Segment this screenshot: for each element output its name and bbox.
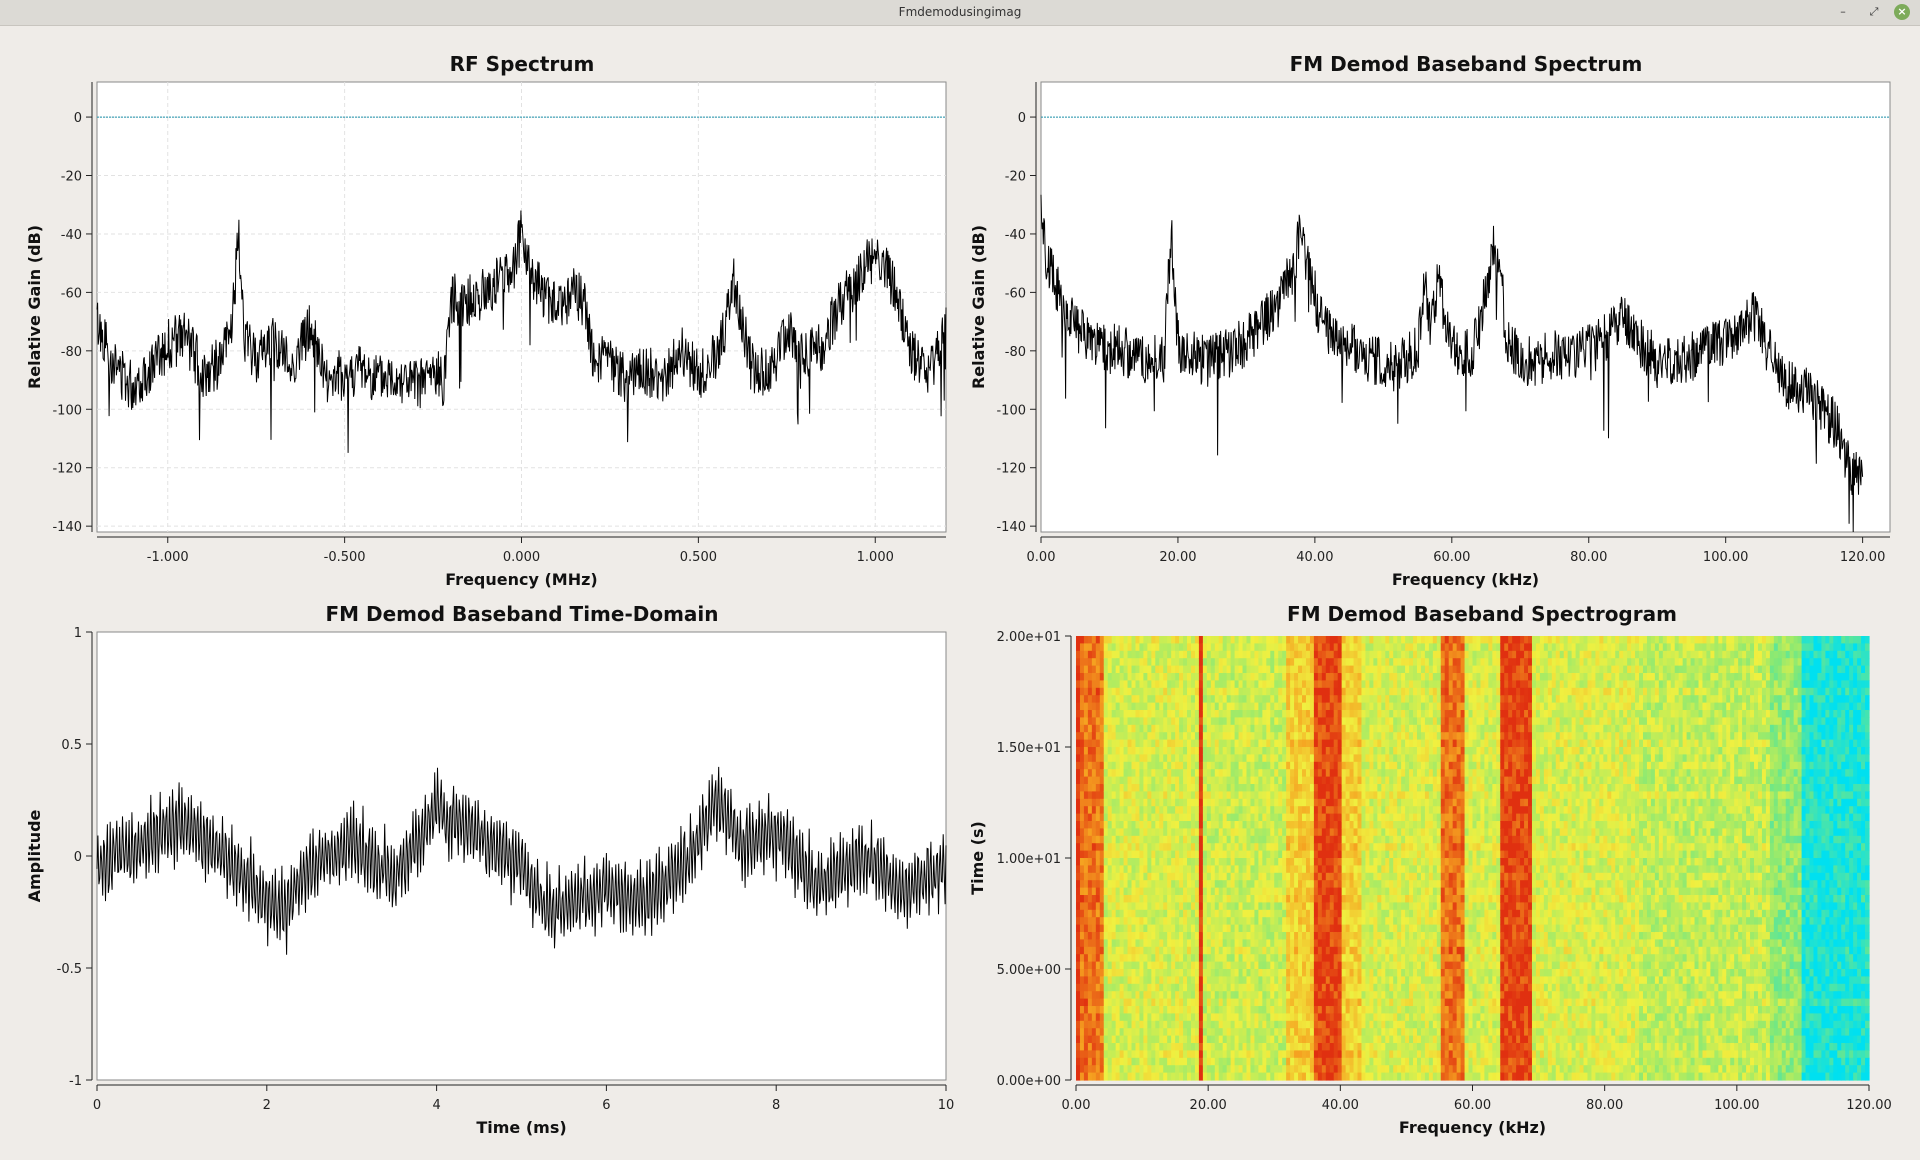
y-tick-label: 1.50e+01 [997,741,1061,756]
y-tick-label: 2.00e+01 [997,630,1061,645]
plot-area [1040,81,1891,533]
y-tick-label: 1.00e+01 [997,852,1061,867]
x-tick-label: 120.00 [1846,1098,1892,1113]
chart-title: RF Spectrum [450,52,595,76]
y-axis-label: Relative Gain (dB) [25,225,44,389]
y-tick-label: 0 [74,850,82,865]
x-tick-label: 2 [263,1098,271,1113]
x-tick-label: 20.00 [1190,1098,1227,1113]
x-tick-label: 60.00 [1433,550,1470,565]
y-tick-label: -120 [52,462,82,477]
y-tick-label: -140 [52,520,82,535]
series-trace [96,766,947,955]
x-tick-label: 80.00 [1570,550,1607,565]
y-tick-label: 0 [1018,111,1026,126]
y-tick-label: -80 [1005,345,1026,360]
y-tick-label: -100 [996,403,1026,418]
maximize-icon[interactable]: ⤢ [1869,5,1879,18]
y-axis-label: Amplitude [25,809,44,902]
x-tick-label: 6 [602,1098,610,1113]
y-tick-label: 0 [74,111,82,126]
chart-title: FM Demod Baseband Time-Domain [325,602,718,626]
y-tick-label: -80 [61,345,82,360]
chart-title: FM Demod Baseband Spectrogram [1287,602,1677,626]
x-tick-label: 20.00 [1159,550,1196,565]
y-tick-label: 0.5 [61,738,82,753]
x-tick-label: 4 [432,1098,440,1113]
x-tick-label: 40.00 [1296,550,1333,565]
x-axis-label: Frequency (MHz) [445,570,597,589]
minimize-icon[interactable]: – [1840,5,1846,18]
y-tick-label: 1 [74,626,82,641]
x-tick-label: 100.00 [1714,1098,1760,1113]
grid [97,82,946,532]
x-tick-label: 0.000 [503,550,540,565]
y-tick-label: -1 [69,1074,82,1089]
y-tick-label: -40 [1005,228,1026,243]
x-tick-label: 10 [938,1098,955,1113]
x-tick-label: 100.00 [1703,550,1749,565]
x-tick-label: 0.500 [680,550,717,565]
y-tick-label: -100 [52,403,82,418]
y-tick-label: -60 [61,286,82,301]
x-axis-label: Frequency (kHz) [1399,1118,1546,1137]
y-tick-label: -60 [1005,286,1026,301]
window-title: Fmdemodusingimag [898,5,1022,19]
chart-spectrogram: FM Demod Baseband Spectrogram 0.00e+00 5.0… [968,602,1892,1137]
x-tick-label: 40.00 [1322,1098,1359,1113]
x-tick-label: -0.500 [324,550,366,565]
spectrogram-image [1076,636,1870,1081]
x-tick-label: 1.000 [857,550,894,565]
y-tick-label: -0.5 [57,962,82,977]
window-titlebar: Fmdemodusingimag – ⤢ × [0,0,1920,26]
x-axis-label: Time (ms) [476,1118,566,1137]
y-tick-label: -120 [996,462,1026,477]
x-tick-label: -1.000 [147,550,189,565]
series-trace [96,210,947,453]
y-axis-label: Time (s) [968,821,987,895]
chart-baseband: FM Demod Baseband Spectrum 0 -20 -40 -60 -80 -… [969,52,1891,589]
x-tick-label: 120.00 [1840,550,1886,565]
x-tick-label: 60.00 [1454,1098,1491,1113]
series-trace [1040,194,1864,533]
chart-rf: RF Spectrum 0 -20 -40 -60 -80 -100 -120 -140 -1.0… [25,52,947,589]
x-tick-label: 0 [93,1098,101,1113]
y-axis-label: Relative Gain (dB) [969,225,988,389]
y-tick-label: -20 [1005,170,1026,185]
y-tick-label: 5.00e+00 [997,963,1061,978]
chart-title: FM Demod Baseband Spectrum [1290,52,1643,76]
y-tick-label: -20 [61,170,82,185]
chart-timedomain: FM Demod Baseband Time-Domain 1 0.5 0 -0.5 -1… [25,602,954,1137]
close-icon[interactable]: × [1894,4,1910,20]
x-tick-label: 0.00 [1027,550,1056,565]
x-axis-label: Frequency (kHz) [1392,570,1539,589]
x-tick-label: 8 [772,1098,780,1113]
y-tick-label: 0.00e+00 [997,1074,1061,1089]
y-tick-label: -40 [61,228,82,243]
x-tick-label: 0.00 [1062,1098,1091,1113]
y-tick-label: -140 [996,520,1026,535]
x-tick-label: 80.00 [1586,1098,1623,1113]
